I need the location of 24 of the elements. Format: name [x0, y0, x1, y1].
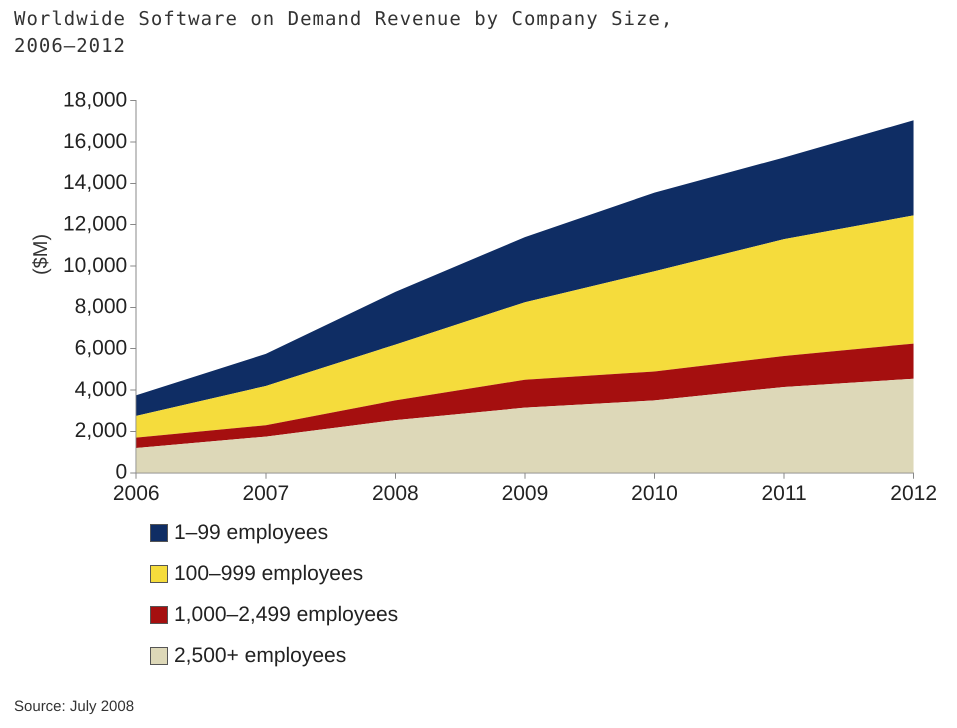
y-tick-label: 10,000: [62, 254, 128, 277]
x-tick-label: 2010: [631, 482, 678, 506]
chart-title: Worldwide Software on Demand Revenue by Company Size, 2006–2012: [14, 7, 674, 59]
legend-label: 1–99 employees: [174, 520, 328, 544]
x-tick-label: 2009: [502, 482, 548, 506]
y-tick-label: 18,000: [62, 88, 128, 112]
y-tick-label: 4,000: [74, 378, 128, 401]
y-tick-label: 2,000: [74, 419, 128, 442]
y-axis-title: ($M): [30, 234, 53, 275]
x-tick-label: 2011: [761, 482, 807, 506]
x-tick-label: 2008: [372, 482, 419, 506]
legend-label: 2,500+ employees: [174, 644, 346, 668]
x-tick-label: 2006: [112, 482, 160, 506]
legend-label: 100–999 employees: [174, 562, 364, 586]
y-tick-label: 12,000: [62, 212, 128, 236]
y-tick-label: 0: [116, 460, 128, 484]
y-tick-label: 16,000: [62, 130, 128, 153]
y-tick-label: 14,000: [62, 171, 128, 194]
y-tick-label: 8,000: [74, 295, 128, 318]
x-tick-label: 2012: [890, 482, 937, 506]
y-tick-label: 6,000: [74, 336, 128, 360]
source-note: Source: July 2008: [14, 698, 134, 715]
x-tick-label: 2007: [242, 482, 290, 506]
legend-label: 1,000–2,499 employees: [174, 602, 398, 626]
